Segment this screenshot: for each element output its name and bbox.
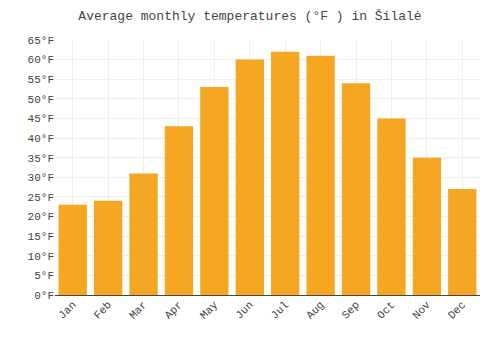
svg-text:Feb: Feb bbox=[92, 299, 114, 321]
svg-text:Dec: Dec bbox=[446, 299, 468, 321]
svg-text:25°F: 25°F bbox=[28, 192, 54, 204]
svg-text:Jul: Jul bbox=[269, 299, 291, 321]
svg-text:50°F: 50°F bbox=[28, 94, 54, 106]
svg-text:40°F: 40°F bbox=[28, 133, 54, 145]
svg-text:5°F: 5°F bbox=[34, 270, 54, 282]
svg-text:45°F: 45°F bbox=[28, 113, 54, 125]
svg-text:Apr: Apr bbox=[162, 299, 184, 321]
svg-text:30°F: 30°F bbox=[28, 172, 54, 184]
svg-text:20°F: 20°F bbox=[28, 211, 54, 223]
svg-text:Average monthly temperatures (: Average monthly temperatures (°F ) in Ši… bbox=[78, 9, 421, 24]
svg-text:Jun: Jun bbox=[233, 299, 255, 321]
svg-text:Mar: Mar bbox=[127, 299, 149, 321]
svg-text:65°F: 65°F bbox=[28, 35, 54, 47]
svg-text:15°F: 15°F bbox=[28, 231, 54, 243]
svg-text:Aug: Aug bbox=[304, 299, 326, 321]
svg-text:Jan: Jan bbox=[56, 299, 78, 321]
svg-text:35°F: 35°F bbox=[28, 153, 54, 165]
svg-text:0°F: 0°F bbox=[34, 290, 54, 302]
svg-text:60°F: 60°F bbox=[28, 54, 54, 66]
svg-text:Nov: Nov bbox=[410, 299, 433, 322]
svg-text:55°F: 55°F bbox=[28, 74, 54, 86]
svg-text:Sep: Sep bbox=[340, 299, 362, 321]
svg-text:Oct: Oct bbox=[375, 299, 397, 321]
svg-text:May: May bbox=[198, 299, 221, 322]
svg-text:10°F: 10°F bbox=[28, 251, 54, 263]
